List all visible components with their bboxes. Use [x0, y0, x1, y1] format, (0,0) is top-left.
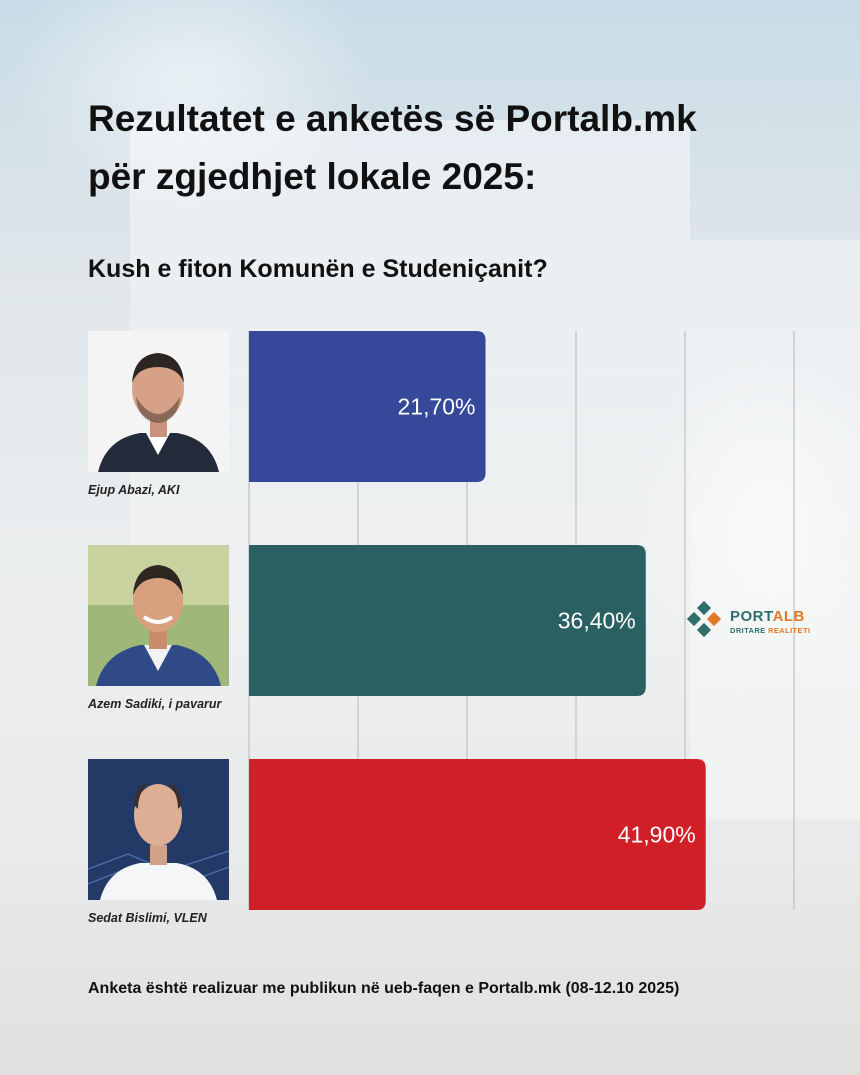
bar-value-label-2: 36,40% [558, 608, 636, 634]
ballot-box-shape-right [690, 240, 860, 820]
candidate-photo-1 [88, 331, 229, 472]
candidate-photo-3 [88, 759, 229, 900]
bar-3 [249, 759, 706, 910]
title-line-1: Rezultatet e anketës së Portalb.mk [88, 98, 697, 139]
candidate-photo-2 [88, 545, 229, 686]
logo-tagline: DRITARE REALITETI [730, 626, 811, 635]
portrait-photo-icon [88, 545, 229, 686]
portrait-photo-icon [88, 759, 229, 900]
footer-note: Anketa është realizuar me publikun në ue… [88, 980, 680, 997]
portalb-logo-icon [686, 601, 722, 638]
bar-1 [249, 331, 486, 482]
candidate-label-1: Ejup Abazi, AKI [88, 483, 180, 497]
bar-value-label-1: 21,70% [398, 394, 476, 420]
bar-2 [249, 545, 646, 696]
page-title: Rezultatet e anketës së Portalb.mk për z… [88, 90, 808, 206]
background-floor [0, 880, 860, 1075]
chart-subtitle: Kush e fiton Komunën e Studeniçanit? [88, 255, 548, 283]
bar-value-label-3: 41,90% [618, 822, 696, 848]
candidate-label-3: Sedat Bislimi, VLEN [88, 911, 207, 925]
portalb-logo: PORTALB DRITARE REALITETI [686, 601, 826, 641]
title-line-2: për zgjedhjet lokale 2025: [88, 156, 537, 197]
candidate-label-2: Azem Sadiki, i pavarur [88, 697, 222, 711]
portrait-photo-icon [88, 331, 229, 472]
logo-wordmark: PORTALB [730, 608, 805, 625]
